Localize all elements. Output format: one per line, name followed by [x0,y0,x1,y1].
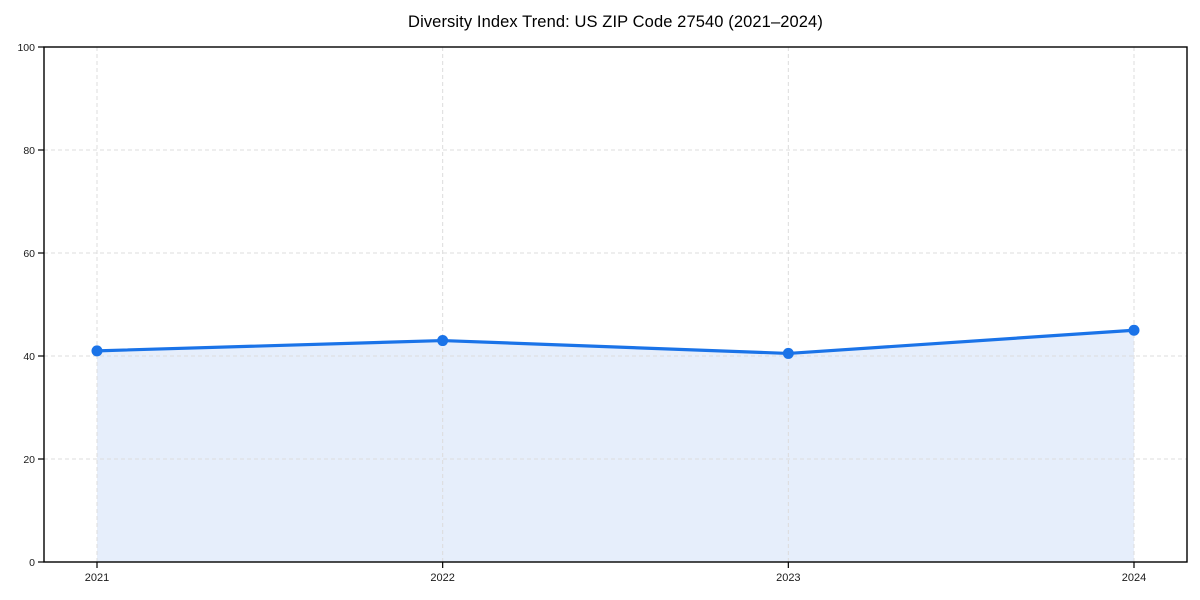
y-tick-label-40: 40 [23,351,35,363]
x-tick-label-2021: 2021 [85,572,109,584]
data-point-2021 [91,345,103,357]
data-point-2024 [1128,324,1140,336]
y-tick-label-0: 0 [29,557,35,569]
y-tick-label-20: 20 [23,454,35,466]
chart-title: Diversity Index Trend: US ZIP Code 27540… [408,13,823,31]
y-tick-label-60: 60 [23,248,35,260]
y-tick-label-80: 80 [23,145,35,157]
plot-border [43,46,1188,563]
x-tick-label-2024: 2024 [1122,572,1146,584]
data-point-2022 [437,335,449,347]
x-tick-label-2023: 2023 [776,572,800,584]
area-fill [97,330,1134,562]
y-tick-label-100: 100 [17,42,35,54]
x-tick-label-2022: 2022 [430,572,454,584]
trend-line [95,328,1136,356]
data-point-2023 [782,347,794,359]
